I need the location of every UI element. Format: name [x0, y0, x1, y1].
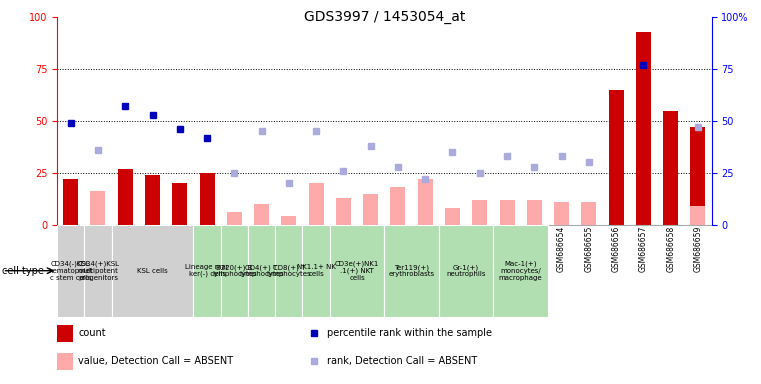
Bar: [663, 111, 678, 225]
Bar: [493, 225, 548, 317]
Text: value, Detection Call = ABSENT: value, Detection Call = ABSENT: [78, 356, 233, 366]
Bar: [248, 225, 275, 317]
Text: KSL cells: KSL cells: [137, 268, 168, 274]
Bar: [57, 324, 73, 343]
Text: Mac-1(+)
monocytes/
macrophage: Mac-1(+) monocytes/ macrophage: [499, 261, 543, 281]
Bar: [336, 198, 351, 225]
Text: count: count: [78, 328, 106, 338]
Text: CD3e(+)NK1
.1(+) NKT
cells: CD3e(+)NK1 .1(+) NKT cells: [335, 260, 379, 281]
Bar: [193, 225, 221, 317]
Text: CD4(+) T
lymphocytes: CD4(+) T lymphocytes: [239, 264, 284, 277]
Text: percentile rank within the sample: percentile rank within the sample: [326, 328, 492, 338]
Bar: [199, 173, 215, 225]
Bar: [309, 183, 323, 225]
Text: NK1.1+ NK
cells: NK1.1+ NK cells: [297, 264, 336, 277]
Bar: [172, 183, 187, 225]
Bar: [473, 200, 487, 225]
Text: B220(+) B
lymphocytes: B220(+) B lymphocytes: [212, 264, 256, 277]
Bar: [418, 179, 433, 225]
Bar: [527, 200, 542, 225]
Text: CD34(+)KSL
multipotent
progenitors: CD34(+)KSL multipotent progenitors: [76, 261, 119, 281]
Bar: [303, 225, 330, 317]
Bar: [690, 127, 705, 225]
Bar: [330, 225, 384, 317]
Text: rank, Detection Call = ABSENT: rank, Detection Call = ABSENT: [326, 356, 477, 366]
Bar: [363, 194, 378, 225]
Bar: [145, 175, 160, 225]
Bar: [227, 212, 242, 225]
Bar: [112, 225, 193, 317]
Bar: [275, 225, 303, 317]
Bar: [63, 179, 78, 225]
Bar: [282, 216, 296, 225]
Bar: [57, 225, 84, 317]
Bar: [690, 206, 705, 225]
Bar: [84, 225, 112, 317]
Text: GDS3997 / 1453054_at: GDS3997 / 1453054_at: [304, 10, 465, 23]
Text: Gr-1(+)
neutrophils: Gr-1(+) neutrophils: [447, 264, 486, 277]
Text: CD34(-)KSL
hematopoiet
c stem cells: CD34(-)KSL hematopoiet c stem cells: [49, 261, 93, 281]
Bar: [254, 204, 269, 225]
Text: CD8(+) T
lymphocytes: CD8(+) T lymphocytes: [266, 264, 311, 277]
Bar: [91, 192, 106, 225]
Bar: [221, 225, 248, 317]
Bar: [609, 90, 623, 225]
Bar: [499, 200, 514, 225]
Text: Ter119(+)
erythroblasts: Ter119(+) erythroblasts: [389, 264, 435, 277]
Bar: [57, 353, 73, 370]
Bar: [445, 208, 460, 225]
Bar: [384, 225, 439, 317]
Bar: [554, 202, 569, 225]
Bar: [439, 225, 493, 317]
Bar: [118, 169, 132, 225]
Bar: [636, 32, 651, 225]
Bar: [581, 202, 597, 225]
Text: Lineage mar
ker(-) cells: Lineage mar ker(-) cells: [185, 264, 229, 277]
Bar: [390, 187, 406, 225]
Text: cell type: cell type: [2, 266, 43, 276]
